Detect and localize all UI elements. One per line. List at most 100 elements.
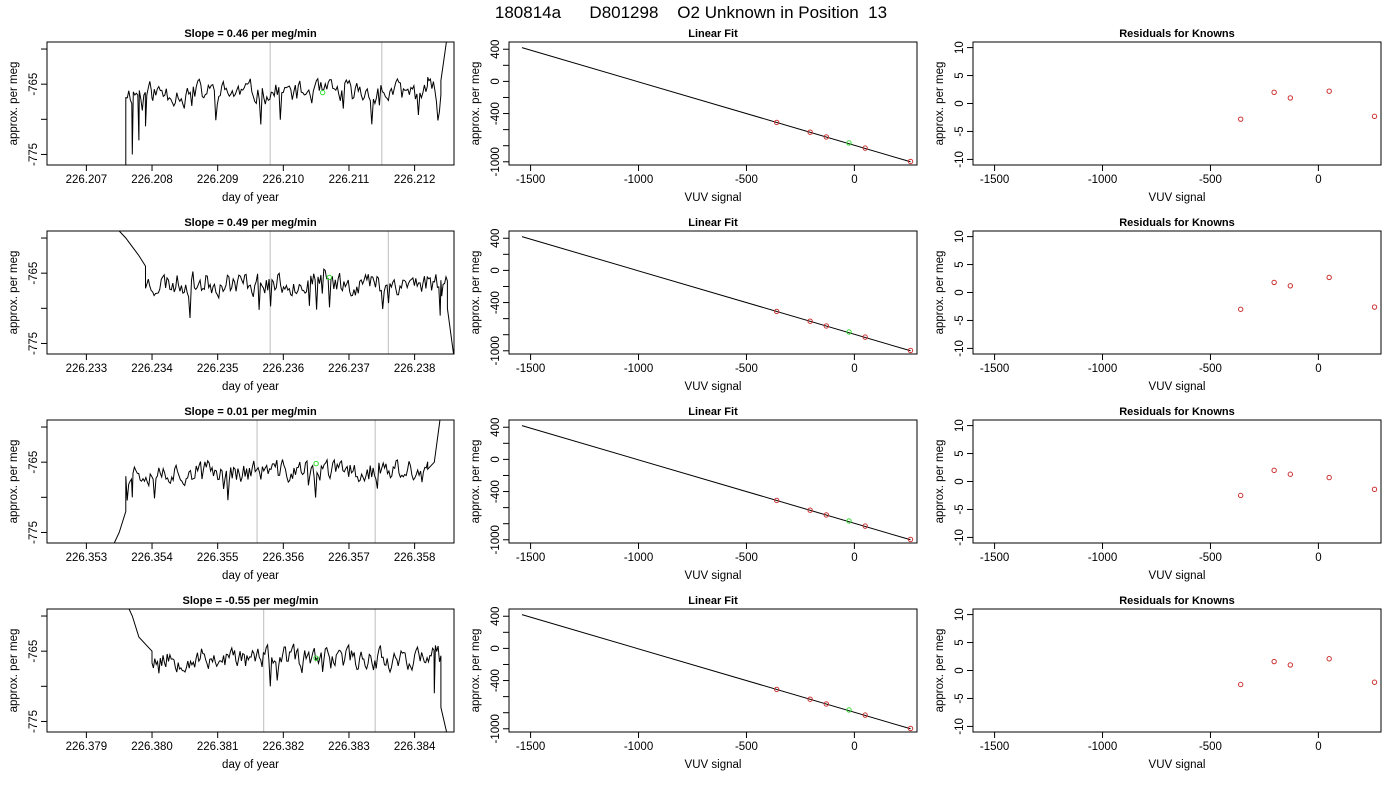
- x-axis-label: VUV signal: [1149, 381, 1206, 393]
- panel-title: Residuals for Knowns: [1119, 28, 1235, 40]
- residuals-panel-4: Residuals for Knowns -1500 -1000 -500 0 VUV s…: [934, 595, 1382, 771]
- y-tick-label: 0: [954, 478, 966, 484]
- x-axis-label: VUV signal: [685, 570, 742, 582]
- y-tick-label: 400: [490, 418, 502, 437]
- y-axis: -775 -765 approx. per meg: [8, 426, 47, 544]
- x-tick-label: 0: [851, 174, 857, 186]
- plot-area: [521, 236, 914, 354]
- residual-point: [1237, 306, 1244, 312]
- y-axis-label: approx. per meg: [8, 440, 20, 524]
- x-tick-label: 0: [851, 363, 857, 375]
- y-tick-label: -775: [28, 521, 40, 544]
- y-axis-label: approx. per meg: [470, 629, 482, 713]
- y-axis: -775 -765 approx. per meg: [8, 615, 47, 733]
- y-tick-label: -400: [490, 669, 502, 692]
- residual-point: [1271, 279, 1277, 286]
- x-tick-label: 226.237: [328, 363, 370, 375]
- y-tick-label: 400: [490, 40, 502, 59]
- known-point: [773, 119, 780, 126]
- unknown-mean-marker: [313, 655, 319, 661]
- known-point: [862, 334, 868, 340]
- x-tick-label: -1500: [980, 174, 1009, 186]
- x-tick-label: 226.357: [328, 552, 370, 564]
- y-axis: -1000 -400 0 400 approx. per meg: [470, 607, 509, 743]
- plot-frame: [508, 608, 918, 733]
- plot-frame: [972, 230, 1382, 355]
- x-tick-label: 226.207: [66, 174, 108, 186]
- x-tick-label: -1000: [1088, 552, 1117, 564]
- plot-frame: [508, 419, 918, 544]
- residual-point: [1371, 113, 1378, 120]
- y-axis: -1000 -400 0 400 approx. per meg: [470, 229, 509, 365]
- y-tick-label: 10: [954, 230, 966, 243]
- x-tick-label: 226.210: [263, 174, 305, 186]
- x-tick-label: -1500: [516, 741, 545, 753]
- x-tick-label: -1000: [1088, 363, 1117, 375]
- known-point: [907, 536, 914, 543]
- residuals-panel-2: Residuals for Knowns -1500 -1000 -500 0 VUV s…: [934, 217, 1382, 393]
- known-point: [773, 686, 780, 693]
- y-tick-label: -5: [954, 504, 966, 514]
- plot-area: [521, 47, 914, 165]
- y-axis-label: approx. per meg: [934, 440, 946, 524]
- known-point: [807, 507, 813, 513]
- x-axis-label: day of year: [222, 192, 279, 204]
- x-tick-label: -500: [1199, 174, 1222, 186]
- y-tick-label: 10: [954, 608, 966, 621]
- x-tick-label: 226.208: [131, 174, 173, 186]
- known-point: [807, 129, 813, 135]
- panel-title: Residuals for Knowns: [1119, 217, 1235, 229]
- y-tick-label: -5: [954, 693, 966, 703]
- y-tick-label: 400: [490, 229, 502, 248]
- plot-frame: [972, 419, 1382, 544]
- y-tick-label: -765: [28, 640, 40, 663]
- x-axis: -1500 -1000 -500 0 VUV signal: [980, 732, 1322, 771]
- y-axis-label: approx. per meg: [470, 251, 482, 335]
- x-axis-label: day of year: [222, 570, 279, 582]
- residual-point: [1326, 88, 1332, 94]
- x-axis-label: VUV signal: [1149, 759, 1206, 771]
- known-point: [862, 712, 868, 718]
- y-axis: -10 -5 0 5 10 approx. per meg: [934, 419, 973, 546]
- known-point: [807, 318, 813, 324]
- y-tick-label: 10: [954, 41, 966, 54]
- plot-area: [521, 425, 914, 543]
- y-tick-label: 0: [490, 645, 502, 651]
- y-axis: -10 -5 0 5 10 approx. per meg: [934, 230, 973, 357]
- y-tick-label: -5: [954, 315, 966, 325]
- x-tick-label: 0: [851, 552, 857, 564]
- y-tick-label: 5: [954, 639, 966, 645]
- plot-frame: [46, 419, 455, 544]
- y-tick-label: 400: [490, 607, 502, 626]
- y-tick-label: 0: [490, 267, 502, 273]
- x-axis-label: VUV signal: [685, 381, 742, 393]
- known-point: [823, 134, 830, 140]
- x-axis: -1500 -1000 -500 0 VUV signal: [980, 165, 1322, 204]
- x-axis-label: VUV signal: [685, 759, 742, 771]
- panel-title: Linear Fit: [688, 406, 738, 418]
- signal-trace: [118, 231, 454, 354]
- x-tick-label: 226.383: [328, 741, 370, 753]
- x-tick-label: 226.356: [263, 552, 305, 564]
- unknown-mean-marker: [320, 89, 326, 96]
- y-tick-label: -10: [954, 529, 966, 546]
- known-point: [907, 158, 914, 165]
- x-tick-label: 226.380: [131, 741, 173, 753]
- signal-trace: [113, 420, 441, 543]
- y-tick-label: -765: [28, 73, 40, 96]
- plot-frame: [508, 230, 918, 355]
- fit-line: [521, 614, 911, 730]
- x-tick-label: -1500: [516, 174, 545, 186]
- panel-title: Linear Fit: [688, 28, 738, 40]
- residual-point: [1271, 658, 1277, 665]
- panel-title: Slope = -0.55 per meg/min: [182, 595, 318, 607]
- y-tick-label: -10: [954, 340, 966, 357]
- y-tick-label: 5: [954, 72, 966, 78]
- y-tick-label: -10: [954, 151, 966, 168]
- x-tick-label: -500: [735, 363, 758, 375]
- plot-area: [1237, 274, 1378, 312]
- residual-point: [1326, 656, 1332, 662]
- y-axis-label: approx. per meg: [8, 62, 20, 146]
- y-tick-label: -400: [490, 480, 502, 503]
